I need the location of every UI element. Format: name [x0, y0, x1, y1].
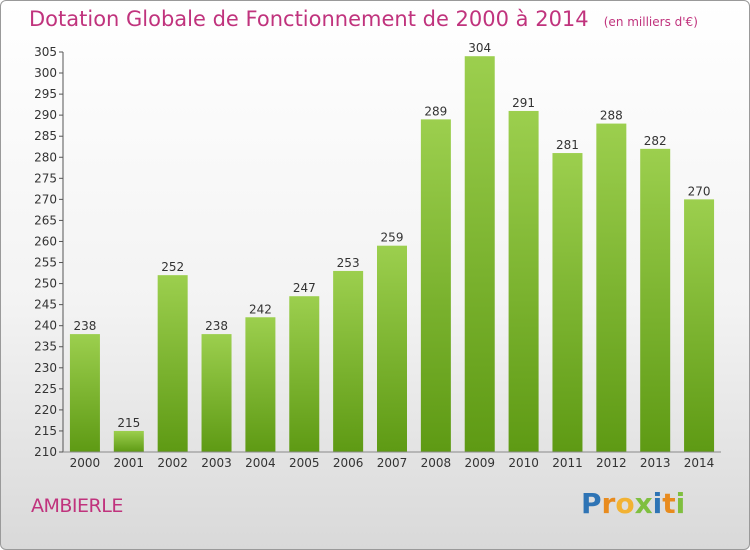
proxiti-logo[interactable]: Proxiti: [581, 487, 685, 520]
bar-2004: [245, 317, 276, 452]
x-tick-label-2004: 2004: [245, 456, 276, 470]
y-tick-label: 210: [34, 445, 57, 459]
y-tick-label: 245: [34, 298, 57, 312]
bar-2010: [508, 110, 539, 453]
value-label-2002: 252: [161, 260, 184, 274]
logo-letter: i: [652, 487, 663, 520]
x-tick-label-2003: 2003: [201, 456, 232, 470]
logo-letter: t: [662, 487, 676, 520]
x-tick-label-2009: 2009: [464, 456, 495, 470]
y-tick-label: 305: [34, 45, 57, 59]
value-label-2001: 215: [117, 416, 140, 430]
y-tick-label: 280: [34, 150, 57, 164]
y-tick-label: 240: [34, 319, 57, 333]
chart-subtitle: (en milliers d'€): [603, 15, 698, 29]
value-label-2006: 253: [337, 256, 360, 270]
x-tick-label-2011: 2011: [552, 456, 583, 470]
y-tick-label: 215: [34, 424, 57, 438]
bar-2007: [377, 245, 407, 452]
x-tick-label-2008: 2008: [421, 456, 452, 470]
x-tick-label-2012: 2012: [596, 456, 627, 470]
bar-2005: [289, 296, 320, 452]
logo-letter: x: [634, 487, 653, 520]
bar-2014: [684, 199, 715, 452]
value-label-2011: 281: [556, 138, 579, 152]
value-label-2005: 247: [293, 281, 316, 295]
y-tick-label: 295: [34, 87, 57, 101]
bar-2008: [420, 119, 451, 453]
x-tick-label-2000: 2000: [70, 456, 101, 470]
value-label-2009: 304: [468, 41, 491, 55]
y-axis: 210 215 220 225 230 235 240 245 250 255 260 265 270 2…: [34, 45, 64, 459]
y-tick-label: 265: [34, 213, 57, 227]
bar-2011: [552, 153, 583, 453]
bar-2009: [464, 56, 495, 453]
value-label-2008: 289: [424, 104, 447, 118]
logo-letter: r: [601, 487, 616, 520]
logo-letter: P: [581, 487, 602, 520]
bar-2006: [333, 270, 364, 452]
y-tick-label: 230: [34, 361, 57, 375]
y-tick-label: 300: [34, 66, 57, 80]
value-label-2003: 238: [205, 319, 228, 333]
x-tick-label-2010: 2010: [508, 456, 539, 470]
commune-name: AMBIERLE: [31, 495, 123, 517]
logo-letter: o: [615, 487, 635, 520]
y-tick-label: 255: [34, 256, 57, 270]
y-tick-label: 250: [34, 277, 57, 291]
chart-title-line: Dotation Globale de Fonctionnement de 20…: [29, 7, 698, 31]
x-tick-label-2002: 2002: [157, 456, 188, 470]
y-tick-label: 290: [34, 108, 57, 122]
value-label-2014: 270: [688, 184, 711, 198]
bar-2001: [113, 430, 144, 452]
bar-2002: [157, 275, 188, 452]
y-tick-label: 225: [34, 382, 57, 396]
x-tick-label-2007: 2007: [377, 456, 408, 470]
y-tick-label: 260: [34, 234, 57, 248]
bars-group: 238 215 252 238 242 247 253 259 289 304 291 281 288 2…: [69, 41, 715, 453]
x-tick-label-2014: 2014: [684, 456, 715, 470]
chart-title: Dotation Globale de Fonctionnement de 20…: [29, 7, 589, 31]
value-label-2000: 238: [73, 319, 96, 333]
x-tick-label-2001: 2001: [114, 456, 145, 470]
value-label-2012: 288: [600, 109, 623, 123]
x-tick-label-2006: 2006: [333, 456, 364, 470]
value-label-2010: 291: [512, 96, 535, 110]
value-label-2004: 242: [249, 302, 272, 316]
bar-2003: [201, 334, 232, 452]
y-tick-label: 235: [34, 340, 57, 354]
value-label-2013: 282: [644, 134, 667, 148]
y-tick-label: 275: [34, 171, 57, 185]
x-tick-label-2005: 2005: [289, 456, 320, 470]
y-tick-label: 220: [34, 403, 57, 417]
x-tick-label-2013: 2013: [640, 456, 671, 470]
y-tick-label: 285: [34, 129, 57, 143]
bar-2012: [596, 123, 627, 452]
bar-2013: [640, 148, 671, 452]
x-axis: 2000 2001 2002 2003 2004 2005 2006 2007 2008 2009…: [63, 451, 721, 470]
value-label-2007: 259: [381, 231, 404, 245]
bar-2000: [69, 334, 100, 452]
logo-letter: i: [675, 487, 686, 520]
y-tick-label: 270: [34, 192, 57, 206]
